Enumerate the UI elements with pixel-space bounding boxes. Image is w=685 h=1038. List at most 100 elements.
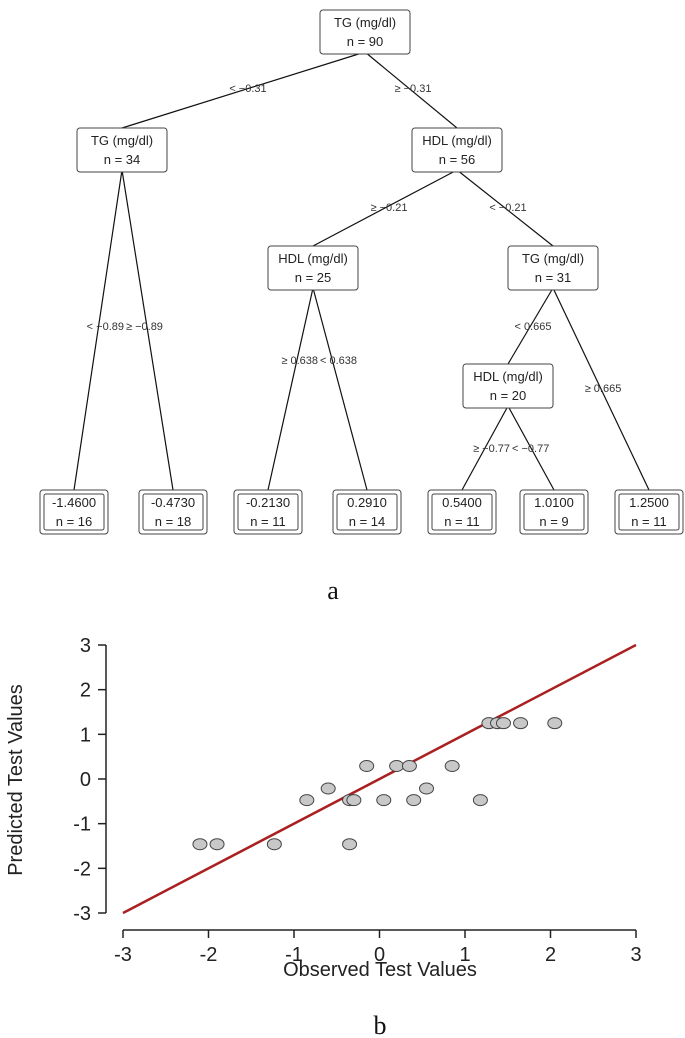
tree-split-node: HDL (mg/dl) n = 25 (267, 245, 359, 291)
panel-label-a: a (327, 576, 339, 600)
split-label: ≥ −0.21 (371, 202, 408, 214)
y-axis-label: Predicted Test Values (5, 684, 27, 876)
tree-leaf-node: 0.2910 n = 14 (332, 489, 402, 535)
split-label: < −0.77 (512, 443, 549, 455)
data-point (299, 794, 315, 807)
split-label: < 0.638 (320, 355, 357, 367)
node-box (319, 9, 411, 55)
tree-edge (507, 405, 555, 491)
split-label: < −0.89 (87, 321, 124, 333)
split-label: ≥ 0.665 (585, 383, 622, 395)
split-label: < −0.31 (229, 83, 266, 95)
regression-tree: < −0.31 ≥ −0.31 < −0.89 ≥ −0.89 ≥ −0.21 < −0.… (39, 9, 684, 600)
data-point (342, 838, 358, 851)
data-point (209, 838, 225, 851)
y-tick-label: 1 (80, 724, 91, 746)
data-point (346, 794, 362, 807)
tree-edge (364, 51, 458, 129)
leaf-box-outer (39, 489, 109, 535)
leaf-box-inner (43, 493, 105, 531)
tree-split-node: HDL (mg/dl) n = 56 (411, 127, 503, 173)
node-title: HDL (mg/dl) (422, 133, 492, 148)
y-tick-label: -3 (73, 903, 91, 925)
tree-leaf-node: -0.4730 n = 18 (138, 489, 208, 535)
tree-edge (507, 287, 554, 365)
node-count: n = 11 (631, 514, 667, 529)
leaf-box-inner (618, 493, 680, 531)
y-tick-label: 2 (80, 680, 91, 702)
node-title: -0.2130 (246, 495, 290, 510)
tree-split-node: TG (mg/dl) n = 31 (507, 245, 599, 291)
tree-edge (552, 287, 650, 491)
tree-split-node: TG (mg/dl) n = 90 (319, 9, 411, 55)
data-point (406, 794, 422, 807)
leaf-box-inner (431, 493, 493, 531)
node-count: n = 11 (444, 514, 480, 529)
leaf-box-inner (523, 493, 585, 531)
tree-edge (267, 287, 314, 491)
data-point (472, 794, 488, 807)
x-tick-label: -3 (114, 944, 132, 966)
split-label: < 0.665 (514, 321, 551, 333)
node-box (411, 127, 503, 173)
node-count: n = 34 (104, 152, 141, 167)
x-axis-label: Observed Test Values (283, 959, 477, 981)
data-point (320, 782, 336, 795)
node-box (507, 245, 599, 291)
node-count: n = 31 (535, 270, 572, 285)
node-title: 1.0100 (534, 495, 574, 510)
x-tick-label: 3 (630, 944, 641, 966)
leaf-box-outer (332, 489, 402, 535)
node-title: TG (mg/dl) (522, 251, 584, 266)
tree-split-node: TG (mg/dl) n = 34 (76, 127, 168, 173)
y-tick-label: 3 (80, 635, 91, 657)
data-point (376, 794, 392, 807)
split-label: < −0.21 (489, 202, 526, 214)
tree-edge (456, 169, 554, 247)
tree-leaf-node: 1.2500 n = 11 (614, 489, 684, 535)
tree-edge (121, 169, 174, 491)
tree-leaf-node: -0.2130 n = 11 (233, 489, 303, 535)
data-point (513, 717, 529, 730)
x-tick-label: 1 (459, 944, 470, 966)
node-title: -0.4730 (151, 495, 195, 510)
node-title: HDL (mg/dl) (473, 369, 543, 384)
y-tick-label: -2 (73, 858, 91, 880)
node-title: 0.5400 (442, 495, 482, 510)
leaf-box-outer (233, 489, 303, 535)
leaf-box-outer (138, 489, 208, 535)
x-tick-label: -1 (285, 944, 303, 966)
tree-split-node: HDL (mg/dl) n = 20 (462, 363, 554, 409)
node-title: TG (mg/dl) (334, 15, 396, 30)
data-point (401, 760, 417, 773)
node-count: n = 9 (539, 514, 568, 529)
node-count: n = 90 (347, 34, 384, 49)
x-tick-label: 2 (545, 944, 556, 966)
tree-edge (312, 169, 458, 247)
leaf-box-inner (336, 493, 398, 531)
node-title: 1.2500 (629, 495, 669, 510)
tree-leaf-node: -1.4600 n = 16 (39, 489, 109, 535)
leaf-box-outer (614, 489, 684, 535)
data-point (359, 760, 375, 773)
data-point (192, 838, 208, 851)
node-count: n = 18 (155, 514, 192, 529)
tree-edge (312, 287, 368, 491)
split-label: ≥ −0.31 (395, 83, 432, 95)
tree-edge (121, 51, 366, 129)
node-count: n = 16 (56, 514, 93, 529)
panel-label-b: b (374, 1011, 387, 1038)
data-point (444, 760, 460, 773)
node-count: n = 11 (250, 514, 286, 529)
node-count: n = 56 (439, 152, 476, 167)
leaf-box-outer (427, 489, 497, 535)
tree-edge (73, 169, 123, 491)
y-tick-label: 0 (80, 769, 91, 791)
data-point (389, 760, 405, 773)
leaf-box-inner (142, 493, 204, 531)
data-point (495, 717, 511, 730)
node-title: HDL (mg/dl) (278, 251, 348, 266)
leaf-box-outer (519, 489, 589, 535)
node-count: n = 25 (295, 270, 332, 285)
node-box (462, 363, 554, 409)
